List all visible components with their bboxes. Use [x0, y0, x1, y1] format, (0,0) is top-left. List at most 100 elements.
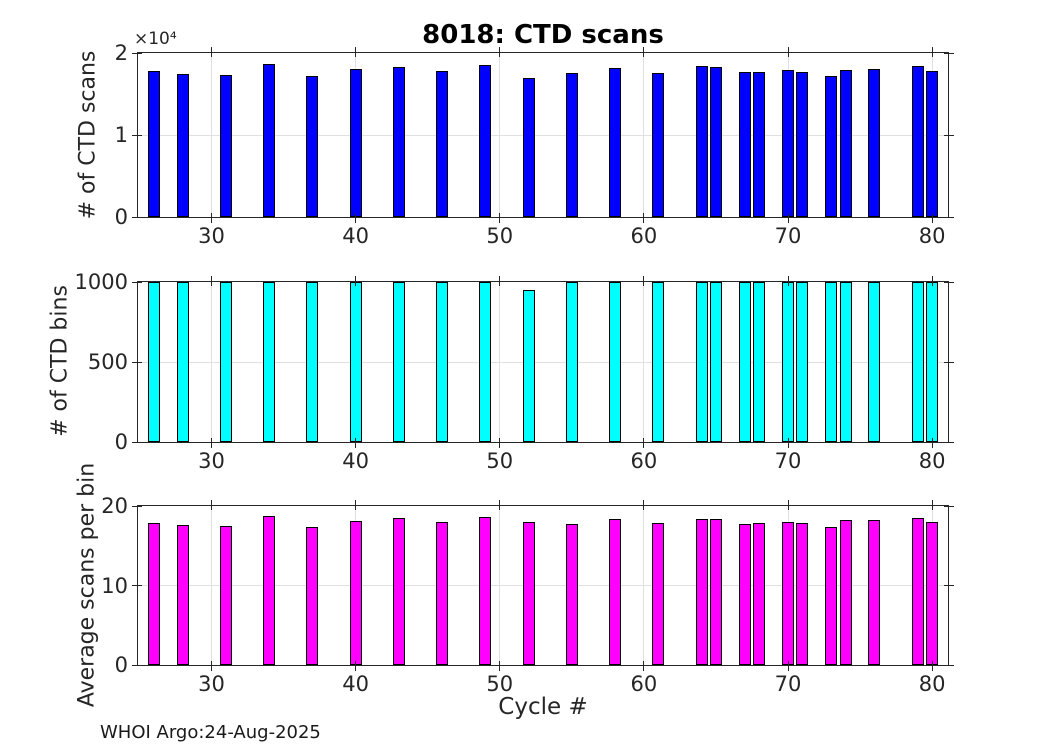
ctd-bins-bar-71 — [796, 282, 809, 442]
ctd-scans-bar-79 — [911, 66, 924, 217]
ctd-scans-bar-37 — [306, 76, 319, 217]
ctd-scans-bar-52 — [522, 78, 535, 217]
figure-title: 8018: CTD scans — [422, 20, 664, 50]
x-tick-mark — [643, 276, 645, 286]
ctd-scans-bar-73 — [825, 76, 838, 217]
ctd-bins-bar-65 — [709, 282, 722, 442]
avg-scans-per-bin-bar-64 — [695, 519, 708, 665]
ctd-bins-bar-58 — [609, 282, 622, 442]
avg-scans-per-bin-bar-70 — [782, 522, 795, 665]
ctd-scans-bar-61 — [652, 73, 665, 217]
y-tick-mark — [132, 505, 142, 507]
x-tick-label: 70 — [774, 672, 802, 696]
y-tick-label: 2 — [114, 41, 128, 65]
avg-scans-per-bin-bar-55 — [565, 524, 578, 665]
avg-scans-per-bin-bar-61 — [652, 523, 665, 665]
x-tick-mark — [931, 47, 933, 57]
avg-scans-per-bin-bar-40 — [349, 521, 362, 665]
y-tick-mark — [944, 664, 954, 666]
ctd-scans-bar-80 — [926, 71, 939, 217]
y-tick-mark — [132, 441, 142, 443]
ctd-scans-bar-43 — [392, 67, 405, 217]
x-tick-mark — [931, 661, 933, 671]
x-tick-mark — [355, 47, 357, 57]
y-tick-label: 1000 — [74, 270, 128, 294]
x-tick-label: 50 — [486, 449, 514, 473]
x-tick-label: 50 — [486, 672, 514, 696]
y-tick-label: 1 — [114, 123, 128, 147]
avg-scans-per-bin-bar-52 — [522, 522, 535, 665]
ctd-scans-bar-70 — [782, 70, 795, 217]
ctd-bins-bar-52 — [522, 290, 535, 442]
x-tick-mark — [355, 213, 357, 223]
avg-scans-per-bin-bar-65 — [709, 519, 722, 665]
x-tick-mark — [355, 661, 357, 671]
avg-scans-per-bin-bar-71 — [796, 523, 809, 665]
ctd-scans-bar-67 — [738, 72, 751, 217]
y-tick-mark — [132, 281, 142, 283]
ctd-bins-bar-68 — [753, 282, 766, 442]
x-tick-label: 80 — [918, 449, 946, 473]
x-tick-mark — [355, 500, 357, 510]
footer-text: WHOI Argo:24-Aug-2025 — [100, 722, 321, 743]
ctd-bins-bar-28 — [176, 282, 189, 442]
ctd-bins-bar-49 — [479, 282, 492, 442]
ctd-scans-bar-71 — [796, 72, 809, 217]
ctd-bins-bar-74 — [839, 282, 852, 442]
avg-scans-per-bin-bar-34 — [263, 516, 276, 665]
x-tick-label: 70 — [774, 224, 802, 248]
y-axis-exponent-label: ×10⁴ — [134, 29, 177, 49]
avg-scans-per-bin-bar-26 — [147, 523, 160, 665]
x-tick-mark — [787, 47, 789, 57]
y-tick-label: 0 — [114, 205, 128, 229]
x-tick-label: 40 — [342, 449, 369, 473]
avg-scans-per-bin-bar-49 — [479, 517, 492, 665]
avg-scans-per-bin-bar-74 — [839, 520, 852, 665]
y-tick-mark — [132, 664, 142, 666]
x-tick-label: 80 — [918, 672, 946, 696]
x-tick-mark — [787, 438, 789, 448]
y-tick-mark — [132, 52, 142, 54]
ctd-bins-bar-70 — [782, 282, 795, 442]
x-tick-mark — [211, 661, 212, 671]
x-tick-mark — [643, 500, 645, 510]
x-tick-label: 70 — [774, 449, 802, 473]
y-tick-mark — [132, 216, 142, 218]
x-tick-label: 30 — [198, 672, 225, 696]
x-tick-mark — [499, 213, 501, 223]
ctd-scans-bar-68 — [753, 72, 766, 217]
x-tick-label: 60 — [630, 449, 658, 473]
x-axis-label: Cycle # — [498, 694, 588, 720]
x-tick-mark — [643, 47, 645, 57]
x-tick-label: 50 — [486, 224, 514, 248]
ctd-bins-bar-43 — [392, 282, 405, 442]
x-tick-mark — [643, 661, 645, 671]
x-tick-mark — [211, 276, 212, 286]
ctd-scans-bar-40 — [349, 69, 362, 217]
ctd-bins-bar-64 — [695, 282, 708, 442]
x-tick-mark — [643, 438, 645, 448]
ctd-bins-bar-73 — [825, 282, 838, 442]
y-tick-mark — [944, 585, 954, 586]
x-tick-mark — [499, 500, 501, 510]
x-tick-label: 80 — [918, 224, 946, 248]
ctd-scans-bar-49 — [479, 65, 492, 217]
x-tick-mark — [787, 661, 789, 671]
ctd-bins-bar-55 — [565, 282, 578, 442]
y-tick-mark — [944, 441, 954, 443]
x-tick-mark — [931, 438, 933, 448]
avg-scans-per-bin-bar-68 — [753, 523, 766, 665]
y-tick-mark — [944, 134, 954, 136]
ctd-bins-bar-34 — [263, 282, 276, 442]
x-tick-label: 30 — [198, 449, 225, 473]
plot-ctd-bins — [132, 276, 954, 448]
y-tick-label: 0 — [114, 653, 128, 677]
avg-scans-per-bin-bar-76 — [868, 520, 881, 665]
ctd-bins-bar-31 — [219, 282, 232, 442]
avg-scans-per-bin-bar-28 — [176, 525, 189, 665]
y-tick-mark — [944, 216, 954, 218]
ctd-scans-bar-76 — [868, 69, 881, 217]
x-tick-mark — [211, 47, 212, 57]
x-tick-label: 40 — [342, 224, 369, 248]
x-tick-mark — [499, 438, 501, 448]
